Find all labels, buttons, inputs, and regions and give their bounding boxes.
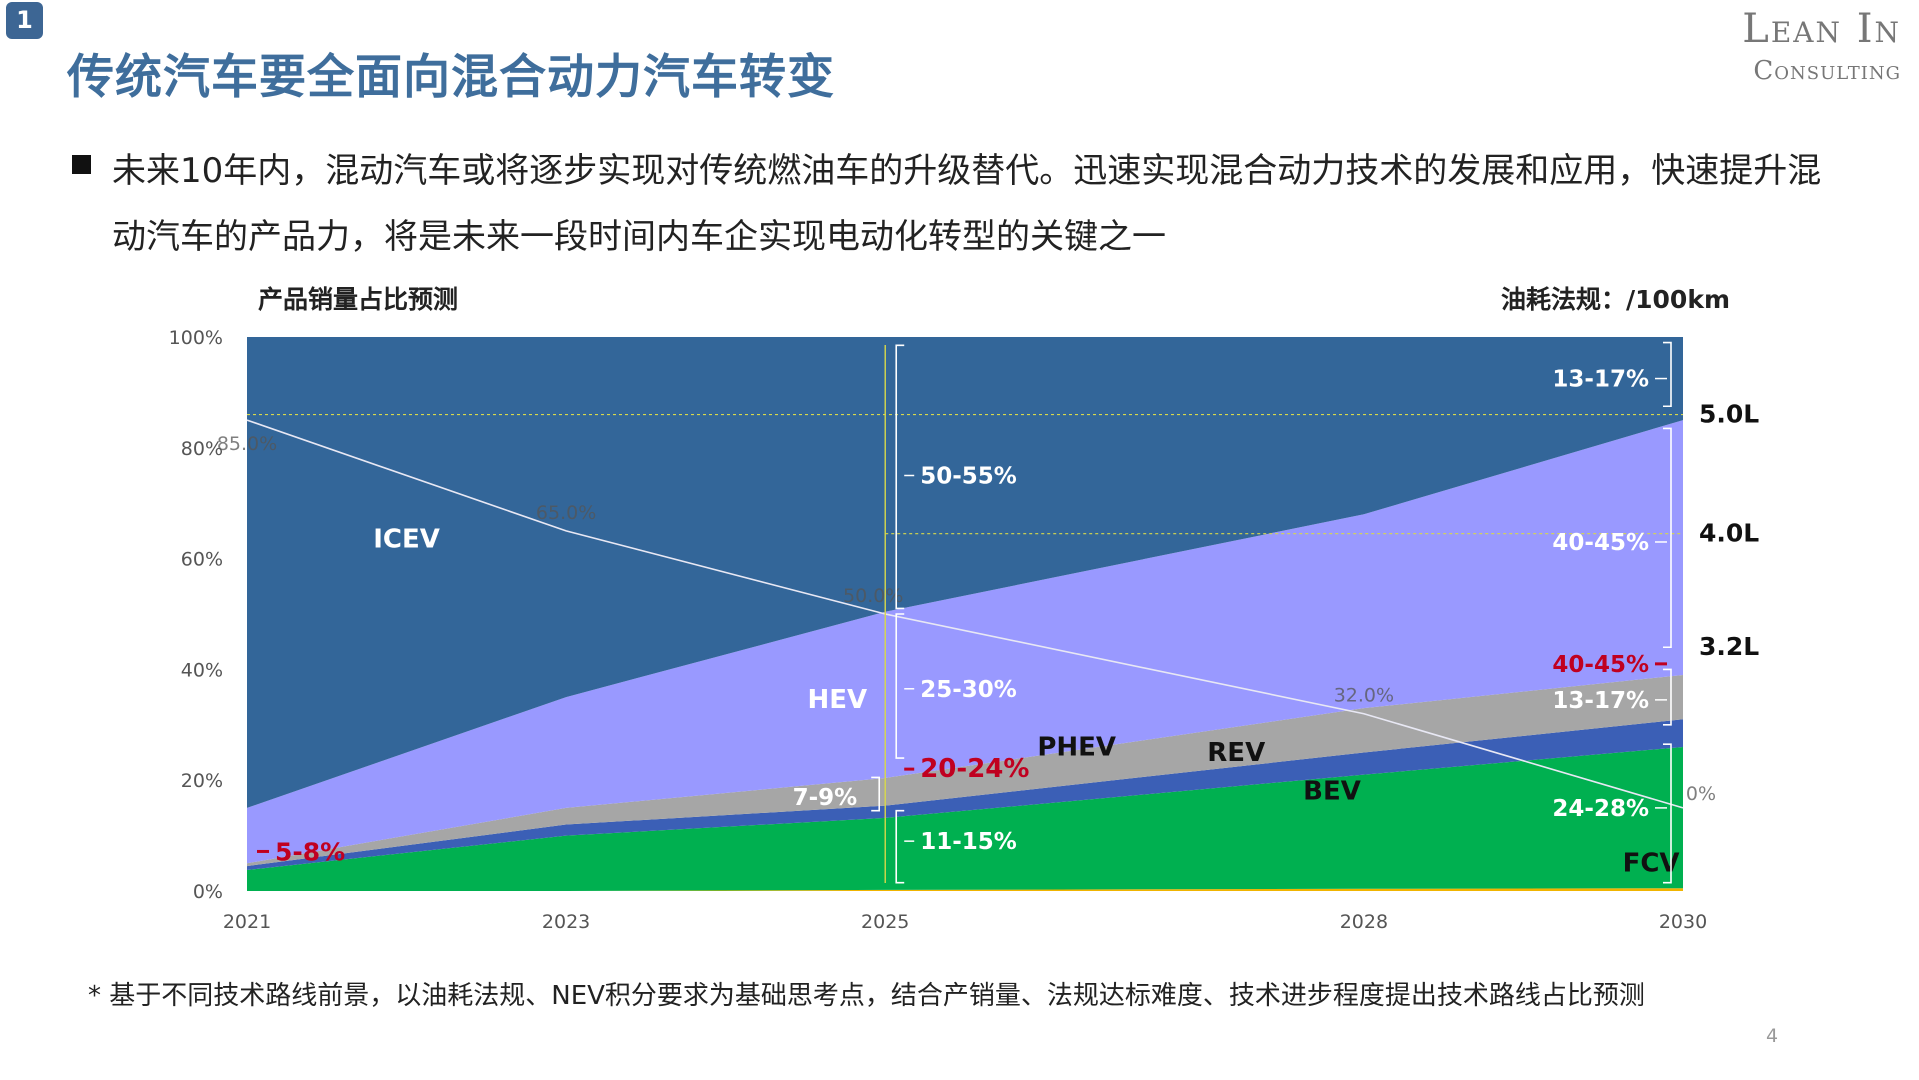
area-fcv: [247, 888, 1683, 891]
range-label-2030: 13-17%: [1552, 367, 1649, 393]
bullet-square-icon: [72, 155, 91, 174]
x-tick-label: 2025: [861, 911, 909, 933]
area-label-rev: REV: [1207, 738, 1265, 768]
x-tick-label: 2023: [542, 911, 590, 933]
slide-title: 传统汽车要全面向混合动力汽车转变: [67, 50, 835, 105]
bracket-2025-bev: [895, 809, 905, 884]
bracket-2025-icev: [895, 344, 905, 610]
y-tick-label: 0%: [193, 881, 223, 903]
range-label-2030: 24-28%: [1552, 796, 1649, 822]
page-number: 4: [1766, 1025, 1779, 1047]
bracket-2025-hev: [895, 613, 905, 759]
area-bev: [247, 746, 1683, 891]
trend-data-label: 32.0%: [1334, 685, 1394, 707]
area-icev: [247, 337, 1683, 808]
chart-title: 产品销量占比预测: [258, 285, 459, 314]
range-label-2025: 7-9%: [793, 785, 858, 811]
trend-data-label: 50.0%: [843, 585, 903, 607]
range-label-2025: 50-55%: [920, 464, 1017, 490]
area-label-icev: ICEV: [373, 525, 440, 555]
fuel-regulation-label: 3.2L: [1699, 632, 1759, 661]
trend-data-label: 0%: [1686, 783, 1716, 805]
range-label-2021: 5-8%: [275, 837, 345, 866]
y-tick-label: 60%: [181, 549, 223, 571]
x-tick-label: 2030: [1659, 911, 1707, 933]
area-phev: [247, 674, 1683, 867]
range-label-2025: 11-15%: [920, 829, 1017, 855]
footnote: * 基于不同技术路线前景，以油耗法规、NEV积分要求为基础思考点，结合产销量、法…: [88, 981, 1645, 1011]
range-label-2025: 20-24%: [920, 754, 1029, 784]
x-tick-label: 2028: [1340, 911, 1388, 933]
area-label-fcv: FCV: [1623, 849, 1680, 879]
slide-number-badge: 1: [6, 2, 43, 39]
x-tick-label: 2021: [223, 911, 271, 933]
range-label-2030: 40-45%: [1552, 652, 1649, 678]
bullet-text: 未来10年内，混动汽车或将逐步实现对传统燃油车的升级替代。迅速实现混合动力技术的…: [112, 151, 1822, 257]
bracket-2025-phev: [871, 776, 881, 812]
area-label-phev: PHEV: [1037, 732, 1116, 762]
trend-data-label: 65.0%: [536, 502, 596, 524]
y-tick-label: 20%: [181, 770, 223, 792]
logo-line-2: Consulting: [1753, 56, 1901, 86]
fuel-regulation-title: 油耗法规：/100km: [1501, 285, 1730, 314]
y-tick-label: 100%: [169, 327, 223, 349]
trend-data-label: 85.0%: [217, 433, 277, 455]
bracket-2030-hev: [1663, 427, 1672, 649]
area-label-hev: HEV: [808, 685, 868, 715]
y-tick-label: 80%: [181, 438, 223, 460]
area-rev: [247, 719, 1683, 870]
area-label-bev: BEV: [1303, 777, 1361, 807]
fuel-regulation-label: 4.0L: [1699, 519, 1759, 548]
range-label-2030: 40-45%: [1552, 530, 1649, 556]
range-label-2025: 25-30%: [920, 677, 1017, 703]
bracket-2030-bev: [1663, 743, 1672, 884]
y-tick-label: 40%: [181, 659, 223, 681]
bracket-2030-icev: [1663, 341, 1672, 408]
logo-line-1: Lean In: [1742, 6, 1901, 52]
bracket-2030-phev: [1663, 668, 1672, 726]
area-hev: [247, 420, 1683, 864]
range-label-2030: 13-17%: [1552, 688, 1649, 714]
fuel-regulation-label: 5.0L: [1699, 400, 1759, 429]
company-logo: Lean In Consulting: [1742, 6, 1901, 86]
